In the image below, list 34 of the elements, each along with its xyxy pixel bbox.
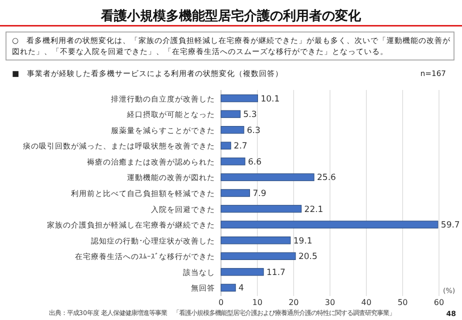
data-label: 7.9 [252,189,266,199]
bar [220,173,314,182]
chart-title: 看護小規模多機能型居宅介護の利用者の変化 [100,8,362,24]
data-label: 6.6 [248,157,262,168]
x-tick-label: 30 [324,298,336,307]
bar [220,189,250,197]
data-label: 5.3 [243,110,257,120]
x-tick-label: 10 [252,298,262,307]
x-tick-label: 20 [288,298,299,307]
data-label: 10.1 [260,94,280,104]
data-label: 22.1 [304,204,324,215]
data-label: 6.3 [246,126,260,136]
bar [220,284,236,292]
data-label: 4 [238,284,244,294]
x-tick-label: 0 [218,298,224,307]
x-tick-label: 50 [398,298,408,307]
bar [220,158,246,166]
data-label: 19.1 [293,236,312,246]
bar [220,252,296,260]
data-label: 2.7 [234,142,248,152]
data-label: 59.7 [440,220,460,231]
bar [220,268,264,276]
bar [220,110,241,118]
bar [220,236,291,244]
data-label: 25.6 [317,173,336,184]
bar [220,204,302,213]
x-tick-label: 40 [361,298,372,307]
bar [220,126,244,134]
data-label: 11.7 [266,268,286,278]
bar [220,142,232,150]
x-tick-label: 60 [434,298,444,307]
data-label: 20.5 [298,252,318,262]
bar [220,220,438,228]
bar [220,94,258,102]
